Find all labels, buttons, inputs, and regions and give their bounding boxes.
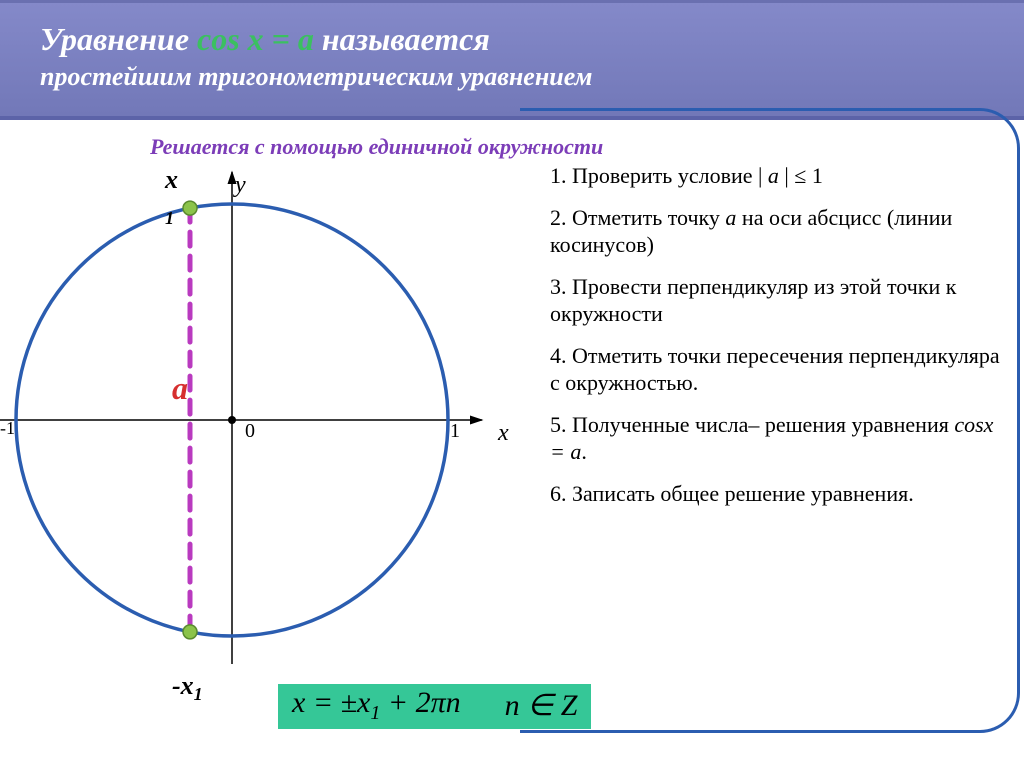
title-line-1: Уравнение cos x = a называется [40,21,984,58]
title-prefix: Уравнение [40,21,197,57]
title-suffix: называется [314,21,490,57]
step-6: 6. Записать общее решение уравнения. [550,480,1010,508]
steps-list: 1. Проверить условие | a | ≤ 1 2. Отметит… [550,162,1010,521]
slide-header: Уравнение cos x = a называется простейши… [0,0,1024,120]
subtitle: Решается с помощью единичной окружности [150,134,603,160]
step-3: 3. Провести перпендикуляр из этой точки … [550,273,1010,328]
formula-domain: n ∈ Z [505,688,578,723]
step-2: 2. Отметить точку а на оси абсцисс (лини… [550,204,1010,259]
formula-main: x = ±x1 + 2πn [292,686,461,725]
step-4: 4. Отметить точки пересечения перпендику… [550,342,1010,397]
label-y-axis: y [235,172,246,199]
label-one: 1 [450,420,460,443]
label-zero: 0 [245,420,255,443]
step-1: 1. Проверить условие | a | ≤ 1 [550,162,1010,190]
formula-box: x = ±x1 + 2πn n ∈ Z [278,684,591,729]
label-x1-top: x1 [165,165,178,229]
label-a: a [172,370,188,407]
slide-content: Решается с помощью единичной окружности … [0,120,1024,750]
title-equation: cos x = a [197,21,314,57]
label-neg-one: -1 [0,418,15,439]
label-x-axis: x [498,420,509,447]
title-line-2: простейшим тригонометрическим уравнением [40,62,984,92]
step-5: 5. Полученные числа– решения уравнения c… [550,411,1010,466]
label-x1-bottom: -x1 [172,671,203,705]
